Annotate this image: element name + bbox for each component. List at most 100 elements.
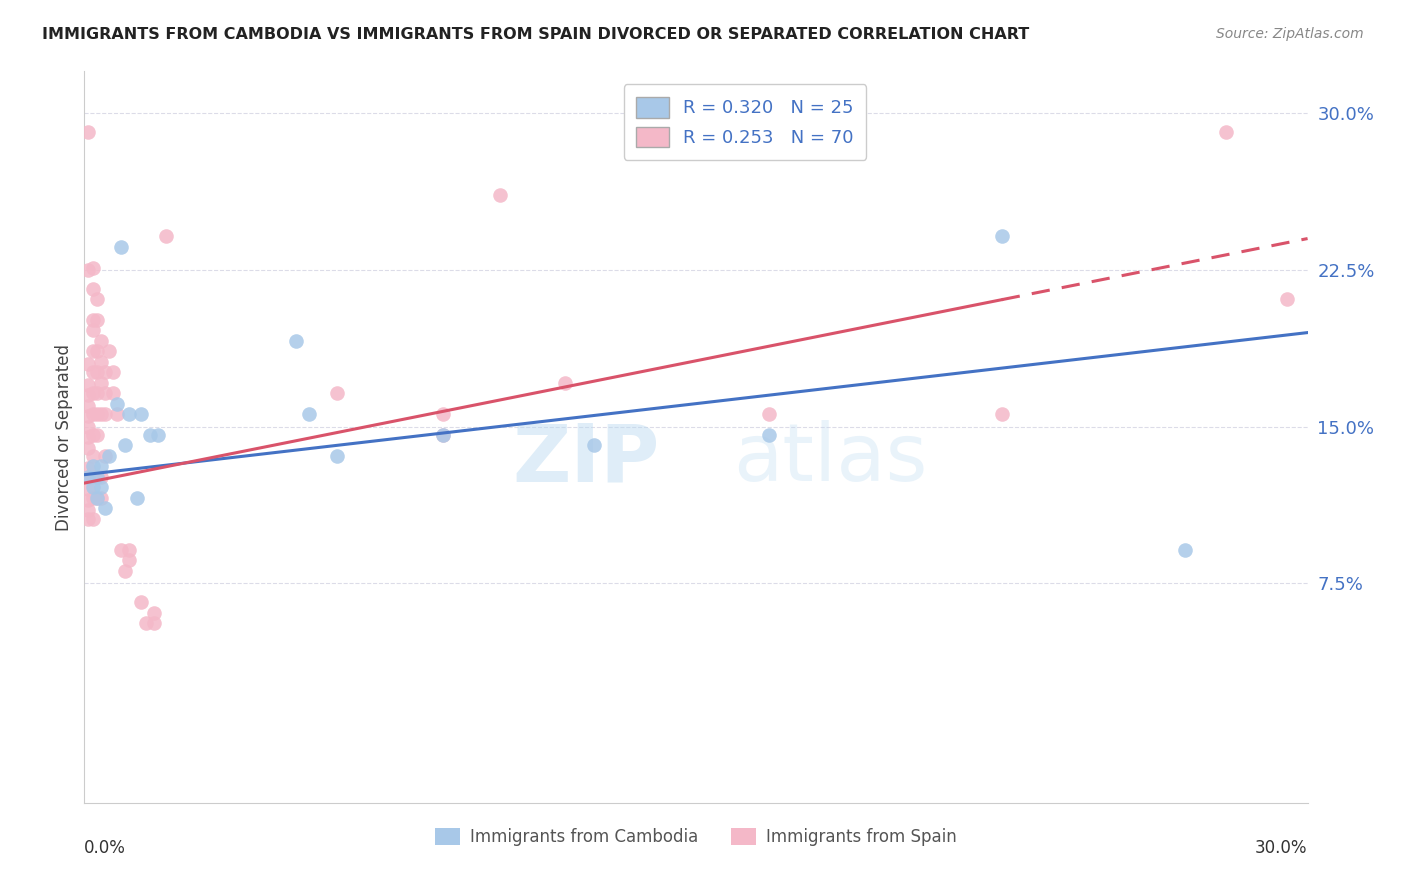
- Point: [155, 229, 177, 244]
- Point: [86, 491, 108, 505]
- Point: [97, 344, 120, 359]
- Point: [583, 438, 606, 452]
- Point: [86, 313, 108, 327]
- Point: [326, 449, 349, 463]
- Point: [432, 407, 454, 421]
- Point: [554, 376, 576, 390]
- Point: [77, 125, 100, 139]
- Point: [101, 365, 124, 379]
- Text: 30.0%: 30.0%: [1256, 839, 1308, 857]
- Point: [82, 449, 104, 463]
- Point: [127, 491, 149, 505]
- Point: [77, 388, 100, 402]
- Point: [86, 292, 108, 306]
- Point: [326, 386, 349, 401]
- Point: [77, 492, 100, 507]
- Point: [105, 397, 128, 411]
- Point: [82, 480, 104, 494]
- Point: [77, 441, 100, 455]
- Point: [86, 386, 108, 401]
- Point: [82, 459, 104, 474]
- Point: [77, 409, 100, 424]
- Point: [142, 606, 165, 620]
- Point: [432, 428, 454, 442]
- Point: [758, 428, 780, 442]
- Point: [77, 470, 100, 484]
- Point: [77, 419, 100, 434]
- Point: [86, 344, 108, 359]
- Point: [105, 407, 128, 421]
- Point: [93, 407, 115, 421]
- Point: [101, 386, 124, 401]
- Point: [131, 595, 153, 609]
- Text: IMMIGRANTS FROM CAMBODIA VS IMMIGRANTS FROM SPAIN DIVORCED OR SEPARATED CORRELAT: IMMIGRANTS FROM CAMBODIA VS IMMIGRANTS F…: [42, 27, 1029, 42]
- Point: [86, 428, 108, 442]
- Point: [93, 501, 115, 516]
- Point: [77, 263, 100, 277]
- Point: [86, 365, 108, 379]
- Legend: Immigrants from Cambodia, Immigrants from Spain: Immigrants from Cambodia, Immigrants fro…: [429, 822, 963, 853]
- Point: [432, 428, 454, 442]
- Point: [1215, 125, 1237, 139]
- Point: [77, 357, 100, 371]
- Point: [97, 449, 120, 463]
- Point: [86, 470, 108, 484]
- Point: [110, 543, 132, 558]
- Point: [135, 616, 157, 631]
- Point: [86, 470, 108, 484]
- Point: [82, 324, 104, 338]
- Point: [77, 399, 100, 413]
- Point: [82, 511, 104, 525]
- Point: [82, 470, 104, 484]
- Point: [90, 407, 112, 421]
- Point: [90, 491, 112, 505]
- Point: [77, 377, 100, 392]
- Point: [991, 229, 1014, 244]
- Point: [77, 470, 100, 484]
- Point: [90, 480, 112, 494]
- Point: [82, 344, 104, 359]
- Point: [82, 365, 104, 379]
- Point: [758, 407, 780, 421]
- Point: [93, 449, 115, 463]
- Y-axis label: Divorced or Separated: Divorced or Separated: [55, 343, 73, 531]
- Point: [77, 461, 100, 475]
- Point: [86, 407, 108, 421]
- Point: [142, 616, 165, 631]
- Point: [110, 240, 132, 254]
- Point: [131, 407, 153, 421]
- Text: atlas: atlas: [733, 420, 927, 498]
- Point: [77, 483, 100, 497]
- Point: [298, 407, 321, 421]
- Point: [82, 260, 104, 275]
- Point: [77, 503, 100, 517]
- Point: [1174, 543, 1197, 558]
- Point: [77, 511, 100, 525]
- Point: [90, 355, 112, 369]
- Point: [118, 553, 141, 567]
- Point: [82, 282, 104, 296]
- Point: [146, 428, 169, 442]
- Point: [90, 459, 112, 474]
- Text: 0.0%: 0.0%: [84, 839, 127, 857]
- Point: [93, 386, 115, 401]
- Point: [1277, 292, 1299, 306]
- Point: [93, 365, 115, 379]
- Point: [82, 491, 104, 505]
- Point: [77, 430, 100, 444]
- Point: [138, 428, 160, 442]
- Point: [118, 407, 141, 421]
- Point: [991, 407, 1014, 421]
- Text: Source: ZipAtlas.com: Source: ZipAtlas.com: [1216, 27, 1364, 41]
- Point: [82, 407, 104, 421]
- Point: [82, 386, 104, 401]
- Point: [90, 376, 112, 390]
- Point: [82, 428, 104, 442]
- Point: [86, 491, 108, 505]
- Point: [114, 438, 136, 452]
- Point: [118, 543, 141, 558]
- Text: ZIP: ZIP: [512, 420, 659, 498]
- Point: [90, 334, 112, 348]
- Point: [90, 470, 112, 484]
- Point: [489, 187, 512, 202]
